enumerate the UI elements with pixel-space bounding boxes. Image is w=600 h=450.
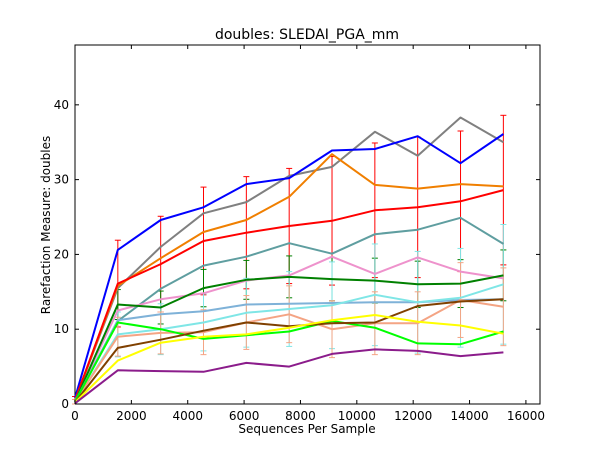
y-tick-label: 30	[54, 173, 69, 187]
x-tick-label: 4000	[172, 409, 203, 423]
x-tick-label: 10000	[338, 409, 376, 423]
series-lines	[74, 116, 504, 405]
chart-title: doubles: SLEDAI_PGA_mm	[215, 27, 399, 43]
series-line-8	[74, 283, 504, 403]
x-tick-label: 12000	[394, 409, 432, 423]
plot-frame	[74, 44, 541, 405]
x-tick-label: 14000	[450, 409, 488, 423]
series-line-4	[74, 216, 504, 402]
x-tick-label: 6000	[229, 409, 260, 423]
series-line-10	[74, 320, 504, 403]
y-tick-label: 10	[54, 322, 69, 336]
series-line-5	[74, 255, 504, 402]
x-tick-label: 16000	[507, 409, 545, 423]
series-line-11	[74, 298, 504, 404]
series-line-0	[74, 116, 504, 401]
axis-ticks: 0 2000 4000 6000 8000 10000 12000 14000 16000 0 10…	[54, 45, 545, 423]
series-line-13	[74, 348, 504, 405]
series-line-12	[74, 314, 504, 404]
x-tick-label: 8000	[285, 409, 316, 423]
series-line-9	[74, 299, 504, 403]
y-tick-label: 40	[54, 98, 69, 112]
x-axis-label: Sequences Per Sample	[238, 422, 375, 436]
series-line-1	[74, 133, 504, 399]
y-tick-label: 0	[61, 397, 69, 411]
x-tick-label: 0	[71, 409, 79, 423]
series-line-2	[74, 153, 504, 401]
series-line-3	[74, 189, 504, 401]
y-tick-label: 20	[54, 247, 69, 261]
y-axis-label: Rarefaction Measure: doubles	[39, 136, 53, 314]
x-tick-label: 2000	[116, 409, 147, 423]
series-line-6	[74, 274, 504, 403]
error-bars	[72, 114, 507, 405]
